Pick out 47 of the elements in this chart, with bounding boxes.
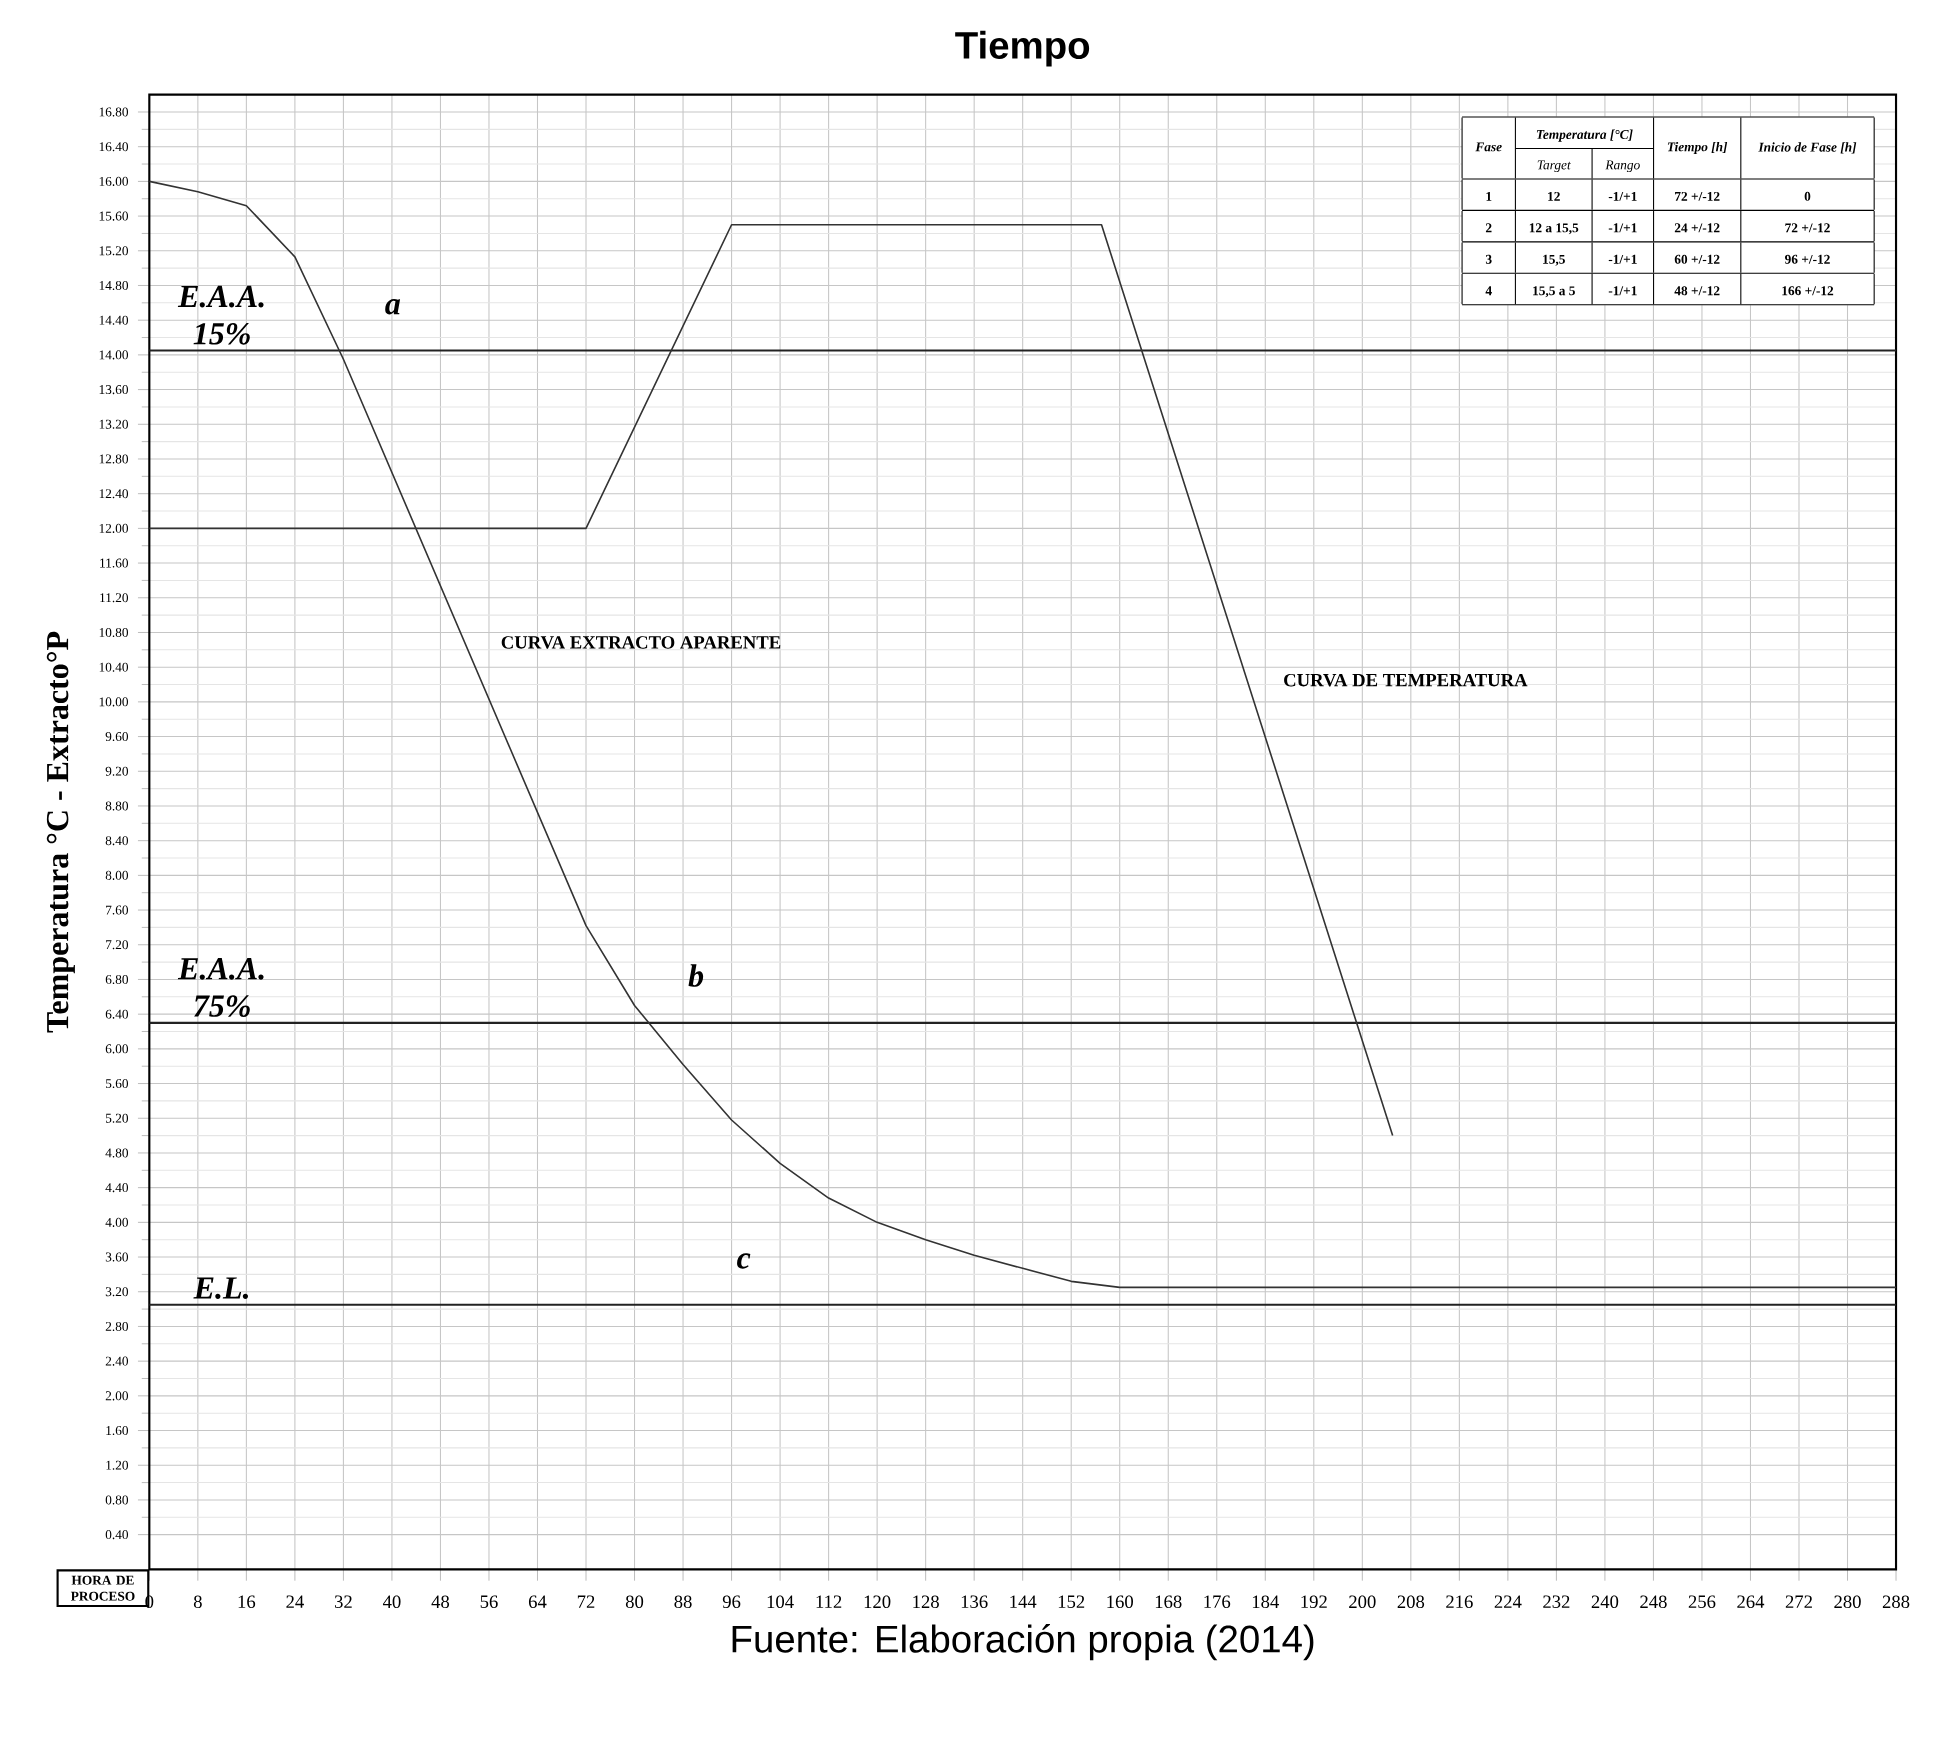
x-tick-label: 128 [913,1595,939,1609]
x-tick-label: 280 [1834,1595,1861,1609]
x-tick-label: 184 [1252,1595,1279,1609]
x-tick-label: 16 [238,1595,256,1608]
x-tick-label: 224 [1494,1595,1522,1608]
series-label: CURVA DE TEMPERATURA [1284,673,1528,687]
x-tick-label: 72 [577,1595,595,1608]
x-tick-label: 56 [480,1595,498,1608]
x-tick-label: 264 [1737,1595,1765,1608]
ref-line-label: E.L. [193,1277,248,1299]
x-tick-label: 200 [1349,1595,1376,1609]
annotation: b [688,964,704,987]
x-tick-label: 112 [816,1595,842,1608]
series-label: CURVA EXTRACTO APARENTE [501,636,781,649]
source-note: Fuente: Elaboración propia (2014) [732,1624,1314,1661]
x-tick-label: 120 [864,1595,891,1609]
x-tick-label: 288 [1882,1595,1910,1609]
x-tick-label: 96 [722,1595,741,1608]
x-tick-label: 32 [334,1595,352,1608]
x-tick-label: 88 [674,1595,692,1609]
x-tick-label: 192 [1301,1595,1327,1608]
x-tick-label: 8 [193,1595,202,1609]
x-tick-label: 176 [1204,1595,1231,1608]
x-tick-label: 24 [286,1595,304,1608]
x-tick-label: 232 [1543,1595,1570,1608]
x-tick-label: 136 [961,1595,988,1608]
x-tick-label: 272 [1785,1595,1812,1608]
x-tick-label: 248 [1640,1595,1667,1609]
x-tick-label: 240 [1591,1595,1619,1609]
x-tick-label: 216 [1446,1595,1473,1608]
chart-title: Tiempo [955,30,1090,67]
x-tick-label: 168 [1155,1595,1182,1609]
x-tick-label: 256 [1688,1595,1716,1608]
x-tick-label: 160 [1107,1595,1134,1609]
annotation: a [385,299,401,315]
ref-line-label: E.A.A. 15% [177,285,264,345]
x-tick-label: 144 [1010,1595,1037,1608]
x-tick-label: 40 [382,1595,401,1609]
y-axis-title: Temperatura °C - Extracto°P [46,631,75,1033]
x-tick-label: 48 [431,1595,450,1609]
x-tick-label: 208 [1397,1595,1425,1609]
x-tick-label: 80 [625,1595,644,1609]
x-tick-label: 104 [767,1595,794,1609]
ref-line-label: E.A.A. 75% [177,958,264,1017]
x-tick-label: 152 [1058,1595,1085,1608]
annotation: c [737,1253,751,1269]
x-tick-label: 64 [528,1595,547,1608]
